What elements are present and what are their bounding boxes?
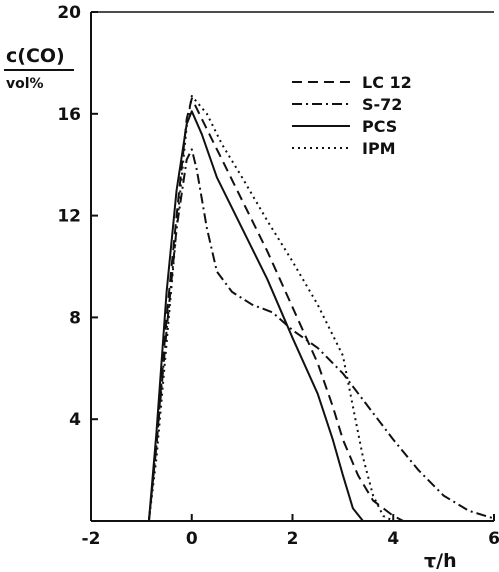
- y-tick-label: 16: [57, 105, 81, 125]
- legend-label: LC 12: [362, 73, 412, 92]
- series-line-s-72: [147, 148, 495, 522]
- legend-label: IPM: [362, 139, 396, 158]
- y-axis-label-bottom: vol%: [6, 76, 44, 92]
- y-tick-label: 20: [57, 3, 81, 23]
- x-tick-label: 4: [387, 529, 399, 549]
- x-tick-label: -2: [82, 529, 101, 549]
- y-tick-label: 8: [69, 308, 81, 328]
- x-tick-label: 6: [488, 529, 499, 549]
- series-line-pcs: [147, 110, 364, 522]
- x-tick-label: 0: [186, 529, 198, 549]
- x-axis-label: τ/h: [424, 550, 457, 572]
- ticks: -2 0 2 4 6 4 8 12 16 20: [57, 3, 499, 549]
- axis-labels: c(CO) vol% τ/h: [4, 45, 457, 572]
- series-line-lc-12: [147, 97, 404, 522]
- legend-label: S-72: [362, 95, 402, 114]
- y-axis-label-top: c(CO): [6, 45, 65, 67]
- y-tick-label: 4: [69, 410, 81, 430]
- series-lines: [147, 95, 495, 522]
- axes: [90, 11, 494, 522]
- series-line-ipm: [147, 95, 394, 522]
- y-tick-label: 12: [57, 207, 81, 227]
- x-tick-label: 2: [287, 529, 299, 549]
- legend-label: PCS: [362, 117, 397, 136]
- legend: LC 12 S-72 PCS IPM: [292, 73, 412, 158]
